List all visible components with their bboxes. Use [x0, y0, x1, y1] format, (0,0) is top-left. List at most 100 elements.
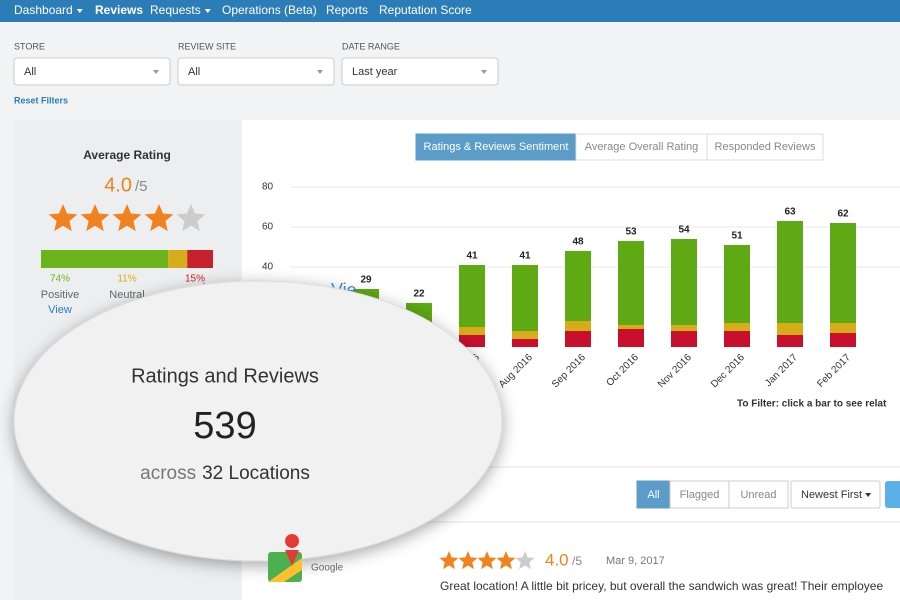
bar-segment[interactable] [777, 221, 803, 323]
review-source: Google [311, 563, 344, 574]
view-link[interactable]: View [48, 304, 72, 316]
rating-star [48, 204, 78, 232]
bar-segment[interactable] [724, 245, 750, 323]
chart-tab-label: Responded Reviews [715, 141, 816, 153]
nav-link[interactable]: Requests [150, 3, 201, 17]
y-tick-label: 80 [262, 182, 274, 193]
chart-tab-label: Average Overall Rating [585, 141, 699, 153]
rating-star [80, 204, 110, 232]
chart-tab[interactable] [575, 133, 708, 161]
summary-title: Ratings and Reviews [131, 365, 319, 387]
filter-select[interactable] [341, 57, 499, 86]
rating-star [176, 204, 206, 232]
bar-segment[interactable] [459, 265, 485, 327]
bar-segment[interactable] [565, 331, 591, 347]
sentiment-percent: 74% [50, 274, 70, 285]
nav-link[interactable]: Dashboard [14, 3, 73, 17]
sentiment-percent: 15% [185, 274, 205, 285]
sentiment-label: Neutral [109, 289, 144, 301]
magnifier [13, 280, 503, 562]
bar-segment[interactable] [671, 325, 697, 331]
summary-count: 539 [193, 405, 256, 447]
nav-link[interactable]: Reputation Score [379, 3, 472, 17]
nav-link[interactable]: Reviews [95, 3, 143, 17]
sort-label: Newest First [801, 489, 862, 501]
bar-total-label: 51 [731, 231, 743, 242]
bar-segment[interactable] [777, 335, 803, 347]
nav-bar [0, 0, 900, 22]
dropdown-caret [865, 493, 872, 497]
review-filter-label: Flagged [680, 489, 720, 501]
filter-label: STORE [14, 41, 45, 51]
bar-segment[interactable] [671, 239, 697, 325]
filter-value: All [24, 66, 36, 78]
nav-link[interactable]: Reports [326, 3, 368, 17]
bar-segment[interactable] [777, 323, 803, 335]
chart-tab[interactable] [706, 133, 824, 161]
bar-segment[interactable] [830, 333, 856, 347]
bar-segment[interactable] [830, 323, 856, 333]
bar-segment[interactable] [830, 223, 856, 323]
bar-segment[interactable] [724, 323, 750, 331]
action-button[interactable] [885, 481, 900, 508]
bar-segment[interactable] [459, 335, 485, 347]
bar-total-label: 41 [466, 251, 478, 262]
bar-segment[interactable] [512, 331, 538, 339]
rating-score: 4.0 [104, 174, 132, 196]
bar-segment[interactable] [618, 325, 644, 329]
y-tick-label: 60 [262, 222, 274, 233]
filter-select[interactable] [13, 57, 171, 86]
summary-locations: across 32 Locations [140, 463, 310, 484]
review-filter-label: All [647, 489, 659, 501]
sentiment-segment [168, 250, 188, 268]
bar-total-label: 53 [625, 227, 637, 238]
bar-total-label: 41 [519, 251, 531, 262]
bar-total-label: 63 [784, 207, 796, 218]
dropdown-caret [481, 70, 487, 74]
dropdown-caret [204, 9, 211, 13]
bar-segment[interactable] [618, 241, 644, 325]
bar-segment[interactable] [512, 265, 538, 331]
filter-label: DATE RANGE [342, 41, 400, 51]
reset-filters[interactable]: Reset Filters [14, 95, 68, 105]
sentiment-segment [187, 250, 213, 268]
summary-location-count: 32 Locations [202, 463, 310, 484]
sentiment-label: Positive [41, 289, 80, 301]
review-out-of: /5 [572, 554, 582, 568]
y-tick-label: 40 [262, 262, 274, 273]
dropdown-caret [317, 70, 323, 74]
review-star [458, 551, 478, 570]
review-text: Great location! A little bit pricey, but… [440, 579, 883, 593]
bar-total-label: 29 [360, 275, 372, 286]
bar-segment[interactable] [618, 329, 644, 347]
review-filter-button[interactable] [728, 480, 789, 509]
review-score: 4.0 [545, 550, 569, 569]
google-icon-pin [285, 534, 300, 566]
dropdown-caret [76, 9, 83, 13]
bar-segment[interactable] [671, 331, 697, 347]
review-filter-button[interactable] [669, 480, 730, 509]
review-date: Mar 9, 2017 [606, 555, 665, 567]
nav-link[interactable]: Operations (Beta) [222, 3, 317, 17]
review-star [496, 551, 516, 570]
sort-dropdown[interactable] [790, 480, 881, 509]
chart-tab[interactable] [415, 133, 577, 161]
filter-label: REVIEW SITE [178, 41, 236, 51]
bar-segment[interactable] [565, 321, 591, 331]
bar-segment[interactable] [565, 251, 591, 321]
filter-select[interactable] [177, 57, 335, 86]
rating-star [112, 204, 142, 232]
summary-prefix: across [140, 463, 196, 484]
dropdown-caret [153, 70, 159, 74]
rating-out-of: /5 [135, 178, 148, 195]
review-star [515, 551, 535, 570]
bar-segment[interactable] [724, 331, 750, 347]
google-icon-road [268, 558, 302, 582]
bar-total-label: 22 [413, 289, 425, 300]
bar-segment[interactable] [459, 327, 485, 335]
sentiment-percent: 11% [117, 274, 136, 285]
bar-segment[interactable] [512, 339, 538, 347]
rating-star [144, 204, 174, 232]
review-filter-label: Unread [740, 489, 776, 501]
review-star [477, 551, 497, 570]
